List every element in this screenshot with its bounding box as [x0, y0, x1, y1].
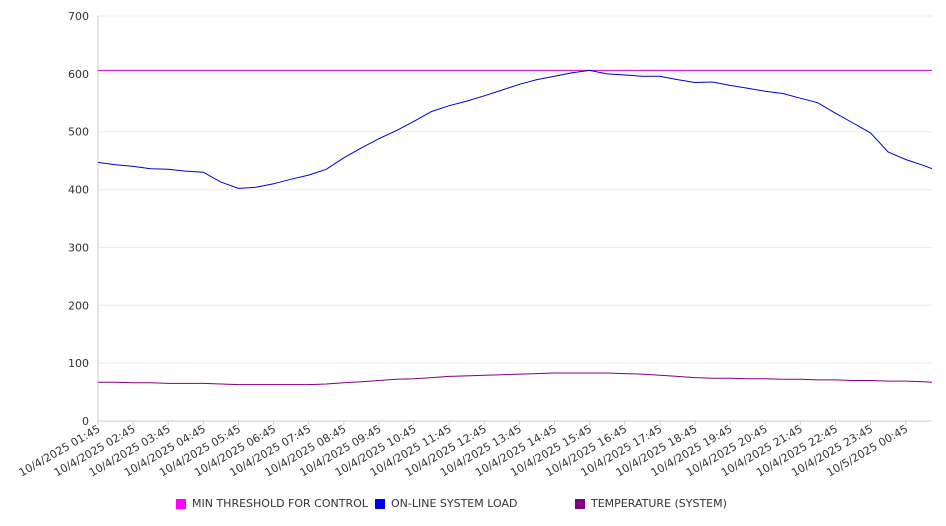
legend-label-min-threshold: MIN THRESHOLD FOR CONTROL [192, 497, 368, 510]
legend-label-temperature: TEMPERATURE (SYSTEM) [591, 497, 727, 510]
y-tick-label: 300 [68, 241, 89, 254]
y-tick-label: 700 [68, 10, 89, 23]
series-lines [97, 69, 933, 386]
grid-lines [98, 15, 932, 364]
y-tick-label: 500 [68, 126, 89, 139]
legend-swatch-system-load [375, 498, 385, 509]
legend-item-temperature: TEMPERATURE (SYSTEM) [575, 497, 727, 510]
legend-item-system-load: ON-LINE SYSTEM LOAD [375, 497, 517, 510]
y-tick-label: 0 [82, 415, 89, 428]
y-tick-label: 600 [68, 68, 89, 81]
y-tick-label: 100 [68, 357, 89, 370]
legend-swatch-temperature [575, 498, 585, 509]
series-line-on-line-system-load [97, 69, 933, 189]
legend-label-system-load: ON-LINE SYSTEM LOAD [391, 497, 518, 510]
legend-item-min-threshold: MIN THRESHOLD FOR CONTROL [176, 497, 368, 510]
y-tick-label: 400 [68, 184, 89, 197]
legend-swatch-min-threshold [176, 498, 186, 509]
legend: MIN THRESHOLD FOR CONTROL ON-LINE SYSTEM… [0, 497, 946, 515]
series-line-temperature-system [98, 372, 933, 386]
y-axis-ticks: 0 100 200 300 400 500 600 700 [68, 10, 89, 428]
y-tick-label: 200 [68, 299, 89, 312]
